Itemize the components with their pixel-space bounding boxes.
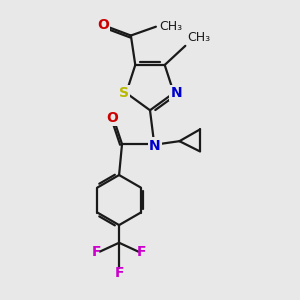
Text: F: F [114, 266, 124, 280]
Text: F: F [137, 244, 146, 259]
Text: F: F [92, 244, 101, 259]
Text: S: S [119, 86, 129, 100]
Text: N: N [170, 86, 182, 100]
Text: CH₃: CH₃ [187, 32, 210, 44]
Text: N: N [170, 86, 182, 100]
Text: CH₃: CH₃ [159, 20, 182, 33]
Text: S: S [119, 86, 129, 100]
Text: N: N [149, 139, 161, 153]
Text: O: O [106, 112, 118, 125]
Text: O: O [97, 18, 109, 32]
